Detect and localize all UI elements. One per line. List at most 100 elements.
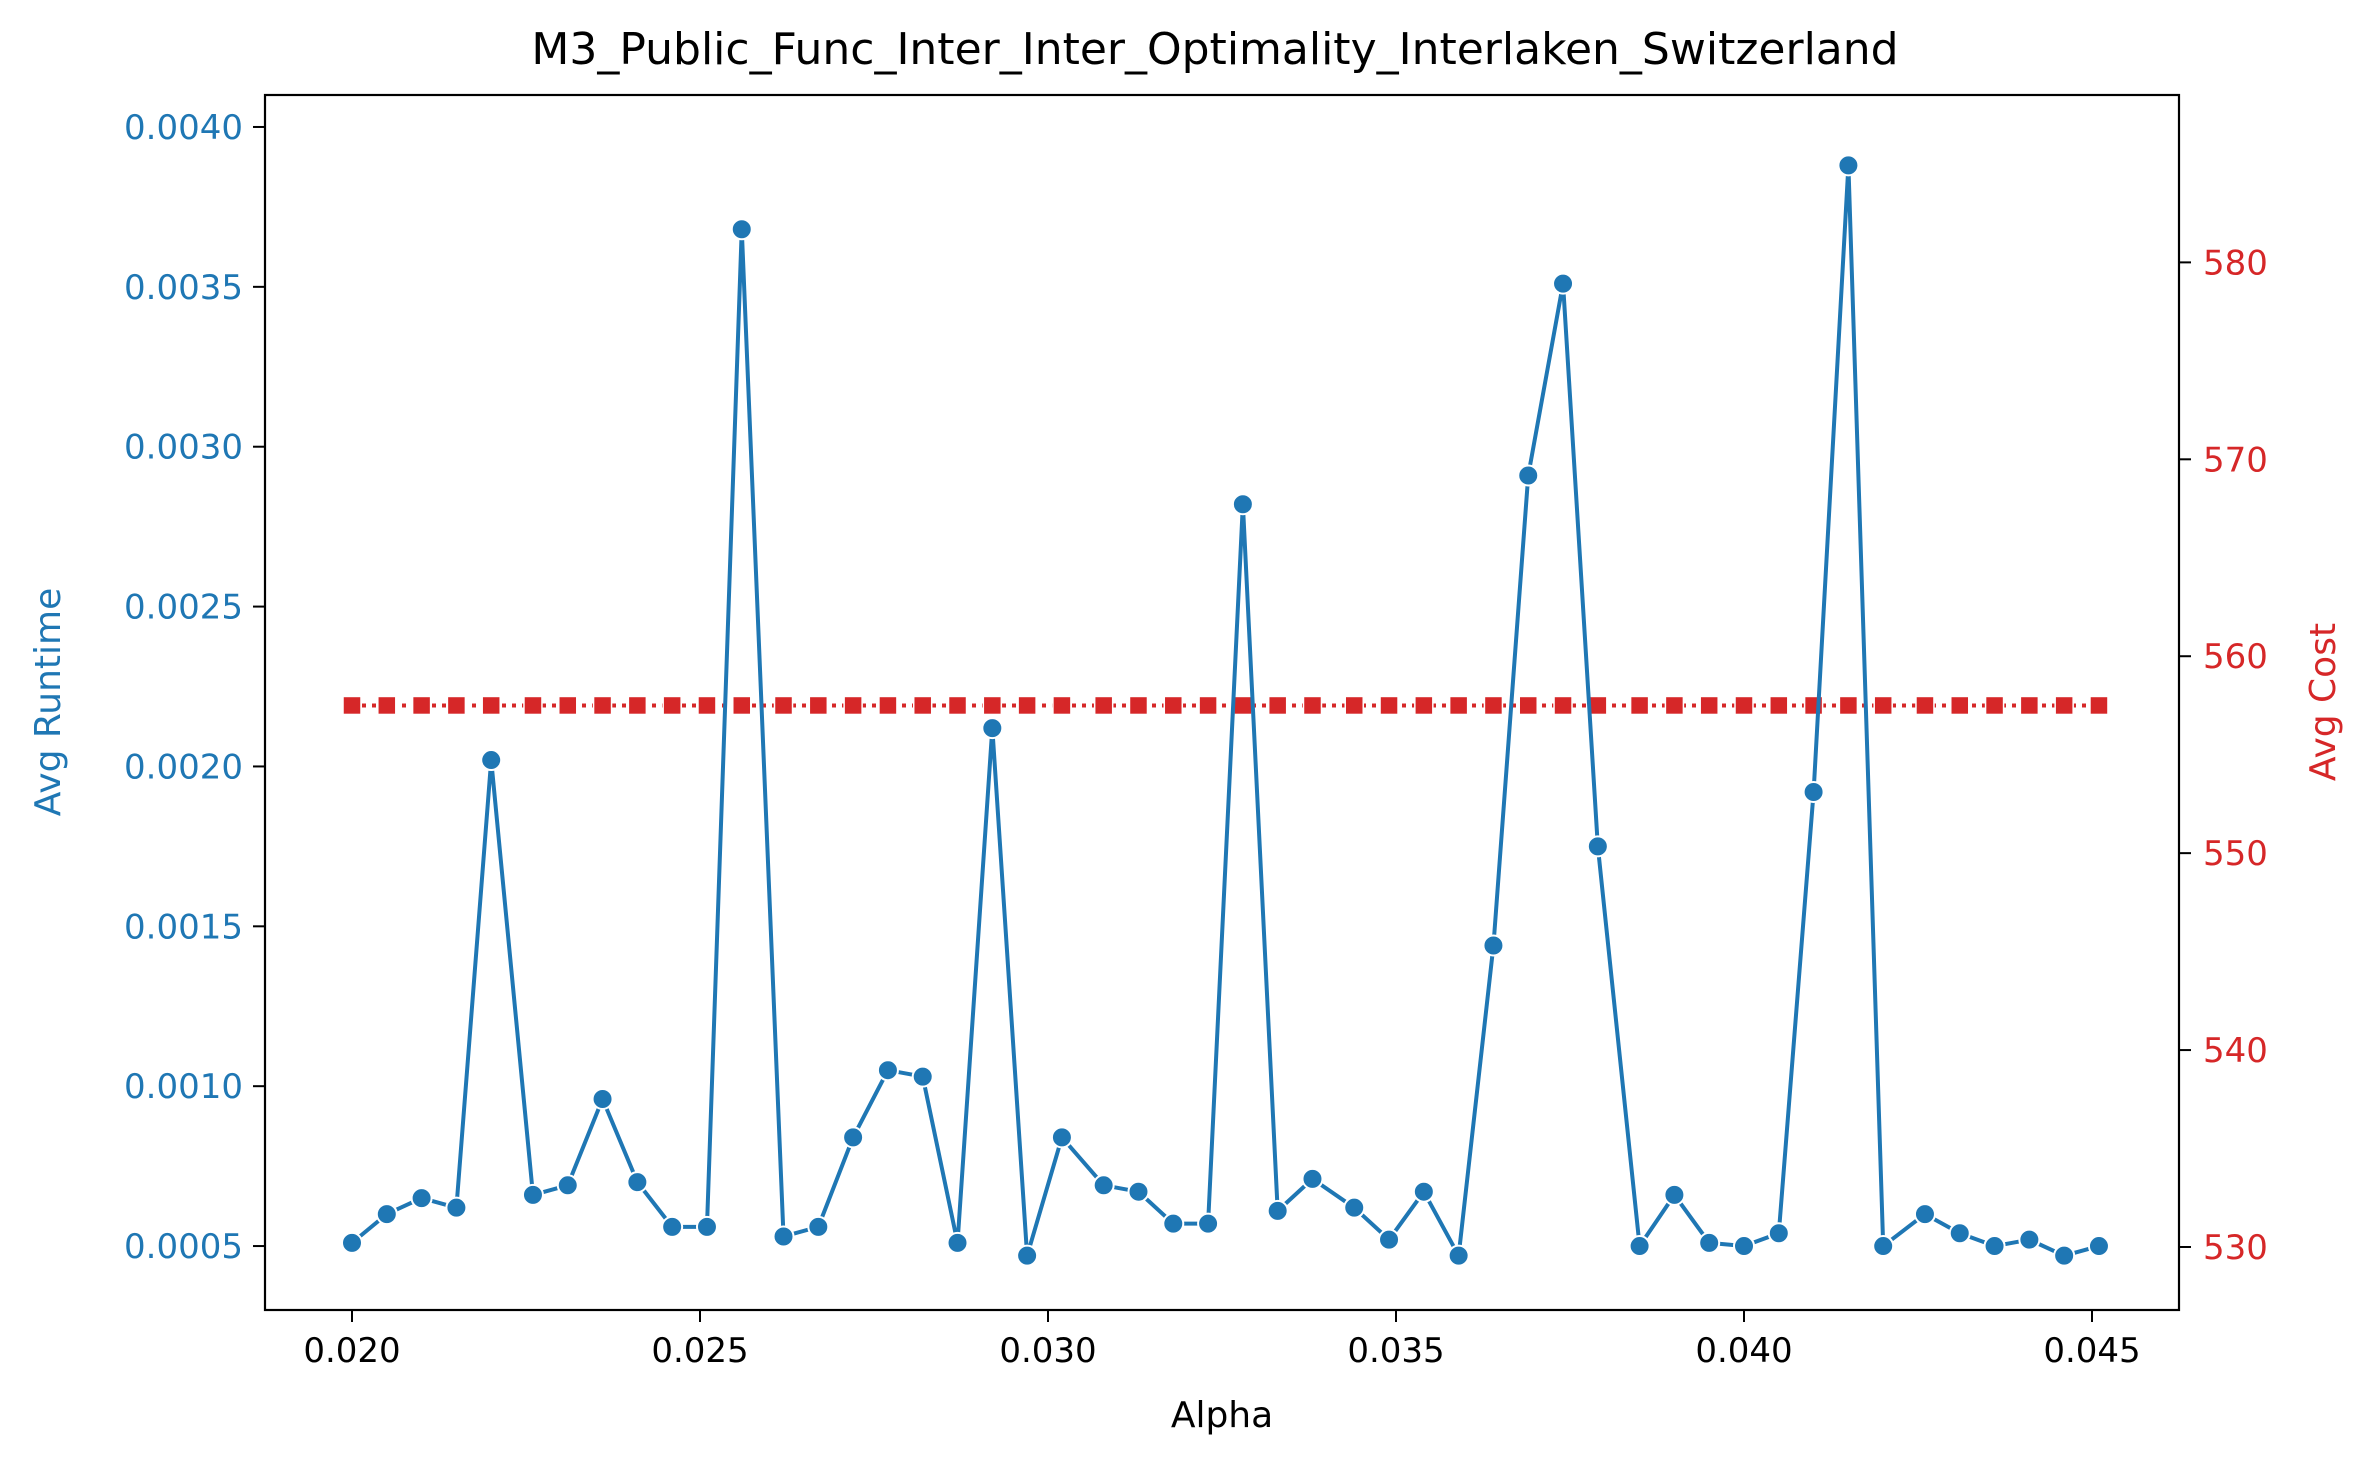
avg-cost-marker: [878, 695, 898, 716]
avg-cost-marker: [1379, 695, 1399, 716]
avg-cost-marker: [342, 695, 362, 716]
avg-cost-marker: [697, 695, 717, 716]
avg-runtime-marker: [556, 1174, 579, 1197]
right-y-tick-label: 540: [2203, 1031, 2268, 1071]
avg-cost-marker: [1553, 695, 1573, 716]
avg-cost-marker: [1052, 695, 1072, 716]
avg-runtime-marker: [1378, 1228, 1401, 1251]
avg-runtime-marker: [1266, 1199, 1289, 1222]
avg-cost-marker: [377, 695, 397, 716]
avg-runtime-marker: [772, 1225, 795, 1248]
right-y-tick-label: 530: [2203, 1228, 2268, 1268]
left-y-tick-label: 0.0030: [124, 428, 243, 468]
x-axis-title: Alpha: [1171, 1395, 1273, 1436]
avg-runtime-marker: [1197, 1212, 1220, 1235]
avg-runtime-marker: [1948, 1222, 1971, 1245]
avg-cost-marker: [1950, 695, 1970, 716]
avg-runtime-marker: [1802, 781, 1825, 804]
avg-runtime-marker: [1872, 1235, 1895, 1258]
avg-cost-marker: [1344, 695, 1364, 716]
right-y-tick-label: 570: [2203, 440, 2268, 480]
avg-cost-marker: [558, 695, 578, 716]
avg-runtime-marker: [1733, 1235, 1755, 1258]
avg-cost-marker: [982, 695, 1003, 716]
avg-runtime-marker: [1231, 493, 1254, 516]
avg-runtime-marker: [661, 1215, 684, 1238]
avg-runtime-marker: [876, 1059, 899, 1082]
avg-cost-marker: [1734, 695, 1754, 716]
avg-cost-marker: [481, 695, 501, 716]
left-y-axis-title: Avg Runtime: [28, 588, 69, 816]
avg-runtime-marker: [1586, 835, 1609, 858]
avg-runtime-marker: [1482, 934, 1505, 957]
avg-runtime-marker: [521, 1183, 544, 1206]
x-tick-label: 0.030: [999, 1331, 1096, 1371]
left-y-tick-label: 0.0035: [124, 268, 243, 308]
avg-cost-marker: [912, 695, 933, 716]
avg-runtime-marker: [1983, 1235, 2006, 1258]
x-tick-label: 0.020: [303, 1331, 400, 1371]
avg-runtime-marker: [1162, 1212, 1185, 1235]
avg-runtime-marker: [1016, 1244, 1039, 1267]
avg-cost-marker: [2019, 695, 2040, 716]
avg-cost-marker: [773, 695, 794, 716]
avg-runtime-marker: [1092, 1174, 1115, 1197]
avg-runtime-marker: [1913, 1203, 1936, 1226]
avg-cost-marker: [627, 695, 648, 716]
avg-runtime-marker: [1767, 1222, 1790, 1245]
avg-runtime-marker: [730, 218, 753, 241]
avg-cost-marker: [1629, 695, 1650, 716]
avg-cost-marker: [1664, 695, 1685, 716]
avg-runtime-marker: [1447, 1244, 1470, 1267]
avg-cost-marker: [1518, 695, 1538, 716]
avg-runtime-marker: [981, 717, 1004, 740]
avg-runtime-marker: [591, 1087, 614, 1110]
x-axis: 0.020 0.025 0.030 0.035 0.040 0.045: [303, 1310, 2141, 1371]
right-y-axis-title: Avg Cost: [2303, 623, 2344, 781]
avg-cost-marker: [1198, 695, 1218, 716]
avg-runtime-marker: [375, 1203, 398, 1226]
avg-runtime-marker: [1663, 1183, 1686, 1206]
avg-runtime-marker: [1050, 1126, 1073, 1149]
avg-cost-marker: [662, 695, 682, 716]
avg-cost-marker: [1267, 695, 1288, 716]
avg-cost-marker: [1093, 695, 1114, 716]
avg-cost-marker: [1483, 695, 1504, 716]
avg-runtime-marker: [341, 1231, 363, 1254]
avg-runtime-marker: [911, 1065, 934, 1088]
left-y-tick-label: 0.0025: [124, 588, 243, 628]
right-y-axis: 530 540 550 560 570 580: [2179, 243, 2268, 1268]
avg-runtime-marker: [626, 1171, 649, 1194]
left-y-tick-label: 0.0040: [124, 108, 243, 148]
left-y-tick-label: 0.0015: [124, 907, 243, 947]
x-tick-label: 0.040: [1695, 1331, 1792, 1371]
avg-runtime-marker: [695, 1215, 718, 1238]
avg-cost-marker: [1128, 695, 1149, 716]
avg-runtime-series: [341, 154, 2110, 1267]
left-y-tick-label: 0.0020: [124, 747, 243, 787]
avg-runtime-marker: [1517, 464, 1540, 487]
avg-runtime-marker: [1343, 1196, 1366, 1219]
avg-runtime-marker: [2087, 1235, 2110, 1258]
avg-cost-marker: [1873, 695, 1893, 716]
avg-cost-marker: [808, 695, 829, 716]
right-y-tick-label: 550: [2203, 834, 2268, 874]
avg-runtime-marker: [1127, 1180, 1150, 1203]
right-y-tick-label: 580: [2203, 243, 2268, 283]
avg-cost-marker: [1588, 695, 1608, 716]
x-tick-label: 0.025: [651, 1331, 748, 1371]
avg-cost-marker: [2054, 695, 2074, 716]
avg-runtime-marker: [410, 1187, 433, 1210]
avg-runtime-marker: [2053, 1244, 2076, 1267]
avg-cost-marker: [843, 695, 863, 716]
avg-runtime-marker: [946, 1231, 969, 1254]
chart-title: M3_Public_Func_Inter_Inter_Optimality_In…: [531, 24, 1898, 75]
x-tick-label: 0.035: [1347, 1331, 1444, 1371]
avg-cost-marker: [947, 695, 968, 716]
avg-cost-marker: [523, 695, 543, 716]
avg-runtime-marker: [1301, 1167, 1324, 1190]
avg-runtime-marker: [2018, 1228, 2041, 1251]
avg-cost-marker: [1699, 695, 1719, 716]
